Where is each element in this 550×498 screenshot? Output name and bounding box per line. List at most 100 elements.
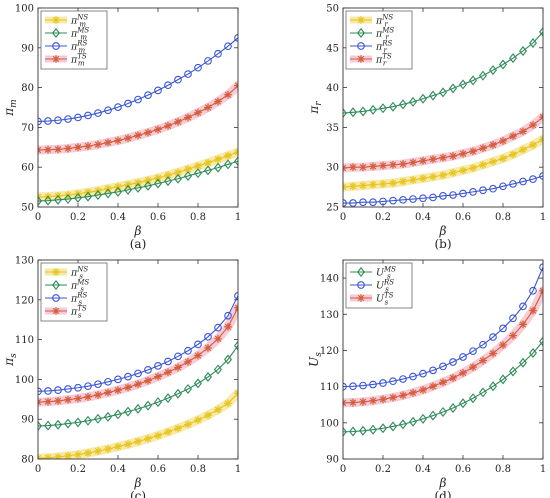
data-point — [419, 385, 427, 394]
legend-label-sup: NS — [76, 266, 88, 274]
legend-label: πTS s — [70, 305, 87, 320]
data-point — [489, 184, 497, 193]
data-point — [368, 424, 378, 435]
y-tick-label: 100 — [15, 375, 34, 386]
series-band — [38, 81, 238, 155]
data-point — [358, 425, 368, 436]
data-point — [113, 409, 123, 420]
series-line — [38, 85, 238, 151]
data-point — [133, 182, 143, 193]
data-point — [194, 340, 202, 349]
legend-label-sup: TS — [382, 53, 392, 61]
y-tick-label: 100 — [320, 418, 339, 429]
y-axis-label: πs — [2, 353, 19, 367]
data-point — [343, 108, 348, 119]
data-point — [469, 147, 477, 156]
data-point — [224, 90, 232, 99]
data-point — [134, 380, 142, 389]
y-tick-label: 130 — [15, 256, 34, 267]
y-tick-label: 130 — [320, 310, 339, 321]
data-point — [479, 186, 487, 195]
data-point — [74, 143, 82, 152]
plot-frame — [37, 7, 239, 208]
data-point — [458, 398, 468, 409]
data-point — [518, 357, 528, 368]
data-point — [214, 323, 222, 332]
data-point — [104, 138, 112, 147]
x-tick-label: 0.4 — [415, 464, 431, 475]
data-point — [214, 334, 222, 343]
legend-label-sub: r — [383, 60, 387, 68]
data-point — [194, 63, 202, 72]
data-point — [124, 180, 132, 189]
data-point — [349, 199, 357, 207]
data-point — [399, 195, 407, 204]
data-point — [233, 340, 238, 351]
x-tick-label: 0 — [340, 212, 346, 223]
legend-label-base: π — [70, 55, 78, 66]
data-point — [499, 324, 507, 333]
data-point — [509, 180, 517, 188]
y-tick-label: 90 — [326, 455, 339, 466]
data-point — [408, 96, 418, 107]
data-point — [349, 382, 357, 391]
data-point — [44, 117, 52, 125]
legend-label-sub: r — [384, 21, 388, 29]
plot-frame — [342, 7, 544, 208]
data-point — [204, 158, 212, 167]
data-point — [528, 38, 538, 49]
data-point — [349, 182, 357, 191]
data-point — [529, 306, 537, 315]
legend-label-base: U — [376, 294, 385, 305]
data-point — [479, 160, 487, 169]
legend-label-base: π — [375, 29, 383, 40]
legend-marker — [357, 281, 365, 289]
data-point — [213, 364, 223, 375]
data-point — [379, 161, 387, 170]
data-point — [94, 391, 102, 399]
data-point — [104, 106, 112, 115]
data-point — [419, 156, 427, 165]
legend-marker — [51, 279, 61, 291]
legend-label: πRS s — [70, 292, 88, 307]
data-point — [399, 160, 407, 168]
data-point — [398, 419, 408, 430]
data-point — [144, 434, 152, 443]
data-point — [153, 397, 163, 408]
data-point — [204, 103, 212, 112]
data-point — [469, 363, 477, 371]
legend-label-sub: m — [79, 21, 86, 29]
data-point — [83, 415, 93, 426]
legend-marker — [52, 268, 60, 276]
y-tick-label: 80 — [21, 455, 34, 466]
legend-label-base: π — [375, 42, 383, 53]
data-point — [134, 131, 142, 140]
data-point — [389, 179, 397, 188]
chart-panel-4: 0 0.2 0.4 0.6 0.8 190100110120130140βUs(d)UMS… — [307, 259, 546, 498]
y-axis-label-base: π — [307, 105, 321, 115]
data-point — [124, 99, 132, 108]
x-axis-label: β — [134, 476, 142, 490]
series-group — [343, 26, 543, 207]
series-group — [343, 263, 543, 437]
data-point — [63, 418, 73, 429]
legend-label: πTS r — [375, 53, 392, 68]
legend-marker — [357, 16, 365, 24]
data-point — [44, 145, 52, 154]
data-point — [183, 383, 193, 394]
data-point — [468, 75, 478, 86]
data-point — [164, 357, 172, 366]
data-point — [509, 314, 517, 323]
x-tick-label: 0.8 — [190, 464, 206, 475]
data-point — [184, 165, 192, 174]
x-tick-label: 0.6 — [455, 464, 471, 475]
data-point — [359, 397, 367, 406]
data-point — [233, 156, 238, 167]
data-point — [539, 263, 543, 272]
legend-marker — [357, 42, 365, 50]
y-tick-label: 70 — [21, 123, 34, 134]
data-point — [174, 424, 182, 433]
legend-label: πRS r — [375, 40, 393, 55]
data-point — [499, 182, 507, 191]
